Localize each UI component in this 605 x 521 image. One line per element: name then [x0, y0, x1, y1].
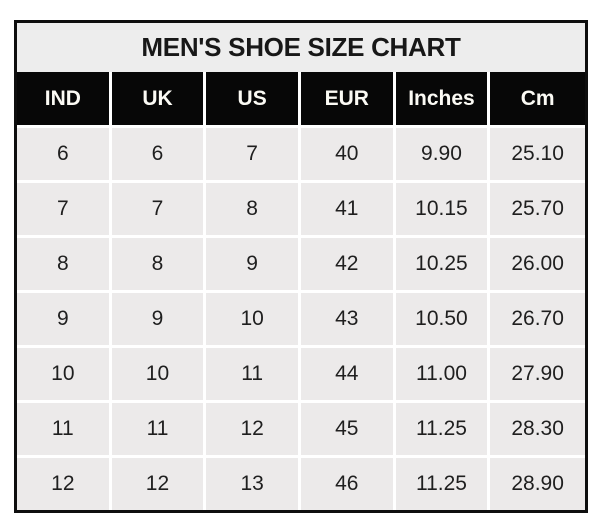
- cell-inches: 11.00: [395, 348, 491, 403]
- cell-cm: 26.70: [490, 293, 585, 348]
- cell-inches: 11.25: [395, 458, 491, 510]
- column-header-inches: Inches: [395, 72, 491, 128]
- cell-ind: 6: [17, 128, 112, 183]
- cell-uk: 10: [111, 348, 207, 403]
- cell-inches: 9.90: [395, 128, 491, 183]
- cell-eur: 45: [300, 403, 396, 458]
- cell-us: 13: [206, 458, 301, 510]
- cell-uk: 12: [111, 458, 207, 510]
- cell-inches: 10.15: [395, 183, 491, 238]
- cell-cm: 28.90: [490, 458, 585, 510]
- cell-us: 12: [206, 403, 301, 458]
- cell-cm: 26.00: [490, 238, 585, 293]
- table-row: 11 11 12 45 11.25 28.30: [17, 403, 585, 458]
- cell-us: 11: [206, 348, 301, 403]
- cell-ind: 10: [17, 348, 112, 403]
- column-header-uk: UK: [111, 72, 207, 128]
- cell-uk: 6: [111, 128, 207, 183]
- cell-uk: 11: [111, 403, 207, 458]
- cell-eur: 41: [300, 183, 396, 238]
- cell-uk: 8: [111, 238, 207, 293]
- cell-ind: 7: [17, 183, 112, 238]
- cell-uk: 9: [111, 293, 207, 348]
- cell-cm: 25.10: [490, 128, 585, 183]
- cell-us: 8: [206, 183, 301, 238]
- table-row: 7 7 8 41 10.15 25.70: [17, 183, 585, 238]
- shoe-size-chart-table: MEN'S SHOE SIZE CHART IND UK US EUR Inch…: [14, 20, 588, 513]
- cell-cm: 27.90: [490, 348, 585, 403]
- cell-uk: 7: [111, 183, 207, 238]
- cell-ind: 9: [17, 293, 112, 348]
- cell-ind: 11: [17, 403, 112, 458]
- cell-eur: 44: [300, 348, 396, 403]
- cell-inches: 11.25: [395, 403, 491, 458]
- table-row: 9 9 10 43 10.50 26.70: [17, 293, 585, 348]
- table-row: 12 12 13 46 11.25 28.90: [17, 458, 585, 510]
- table-row: 8 8 9 42 10.25 26.00: [17, 238, 585, 293]
- column-header-ind: IND: [17, 72, 112, 128]
- table-row: 10 10 11 44 11.00 27.90: [17, 348, 585, 403]
- cell-ind: 8: [17, 238, 112, 293]
- cell-cm: 28.30: [490, 403, 585, 458]
- title-row: MEN'S SHOE SIZE CHART: [17, 23, 585, 72]
- cell-eur: 43: [300, 293, 396, 348]
- cell-eur: 46: [300, 458, 396, 510]
- header-row: IND UK US EUR Inches Cm: [17, 72, 585, 128]
- cell-us: 10: [206, 293, 301, 348]
- cell-eur: 42: [300, 238, 396, 293]
- column-header-cm: Cm: [490, 72, 585, 128]
- cell-us: 9: [206, 238, 301, 293]
- cell-us: 7: [206, 128, 301, 183]
- cell-ind: 12: [17, 458, 112, 510]
- table-row: 6 6 7 40 9.90 25.10: [17, 128, 585, 183]
- cell-cm: 25.70: [490, 183, 585, 238]
- chart-title: MEN'S SHOE SIZE CHART: [17, 23, 585, 72]
- column-header-us: US: [206, 72, 301, 128]
- cell-inches: 10.50: [395, 293, 491, 348]
- column-header-eur: EUR: [300, 72, 396, 128]
- cell-eur: 40: [300, 128, 396, 183]
- cell-inches: 10.25: [395, 238, 491, 293]
